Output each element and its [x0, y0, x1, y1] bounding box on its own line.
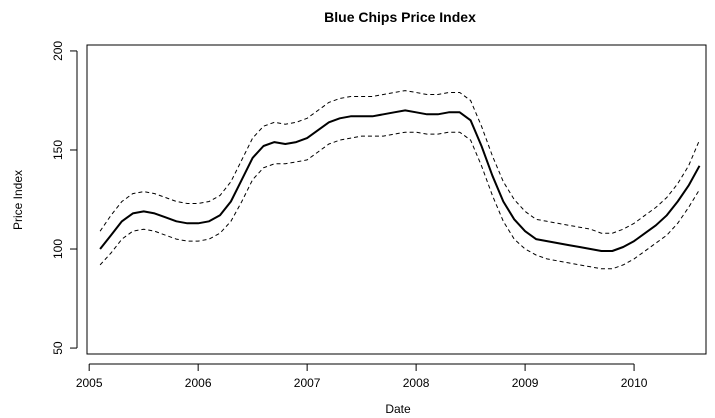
x-tick-label: 2006 [185, 376, 212, 390]
series-line-0 [99, 109, 701, 252]
chart-title: Blue Chips Price Index [324, 9, 476, 25]
x-tick-label: 2005 [76, 376, 103, 390]
x-tick-label: 2007 [294, 376, 321, 390]
y-tick-label: 200 [51, 41, 65, 61]
y-tick-label: 100 [51, 239, 65, 259]
x-tick-label: 2010 [621, 376, 648, 390]
series-layer [99, 90, 701, 270]
y-axis-label: Price Index [11, 170, 25, 230]
y-tick-label: 150 [51, 140, 65, 160]
x-axis: 2005 2006 2007 2008 2009 2010 [76, 363, 648, 390]
y-tick-label: 50 [51, 341, 65, 355]
series-line-2 [99, 131, 700, 270]
plot-area-frame [86, 44, 707, 355]
series-line-1 [99, 90, 700, 234]
y-axis: 50 100 150 200 [51, 41, 78, 355]
x-tick-label: 2008 [403, 376, 430, 390]
x-axis-label: Date [385, 402, 411, 416]
x-tick-label: 2009 [512, 376, 539, 390]
